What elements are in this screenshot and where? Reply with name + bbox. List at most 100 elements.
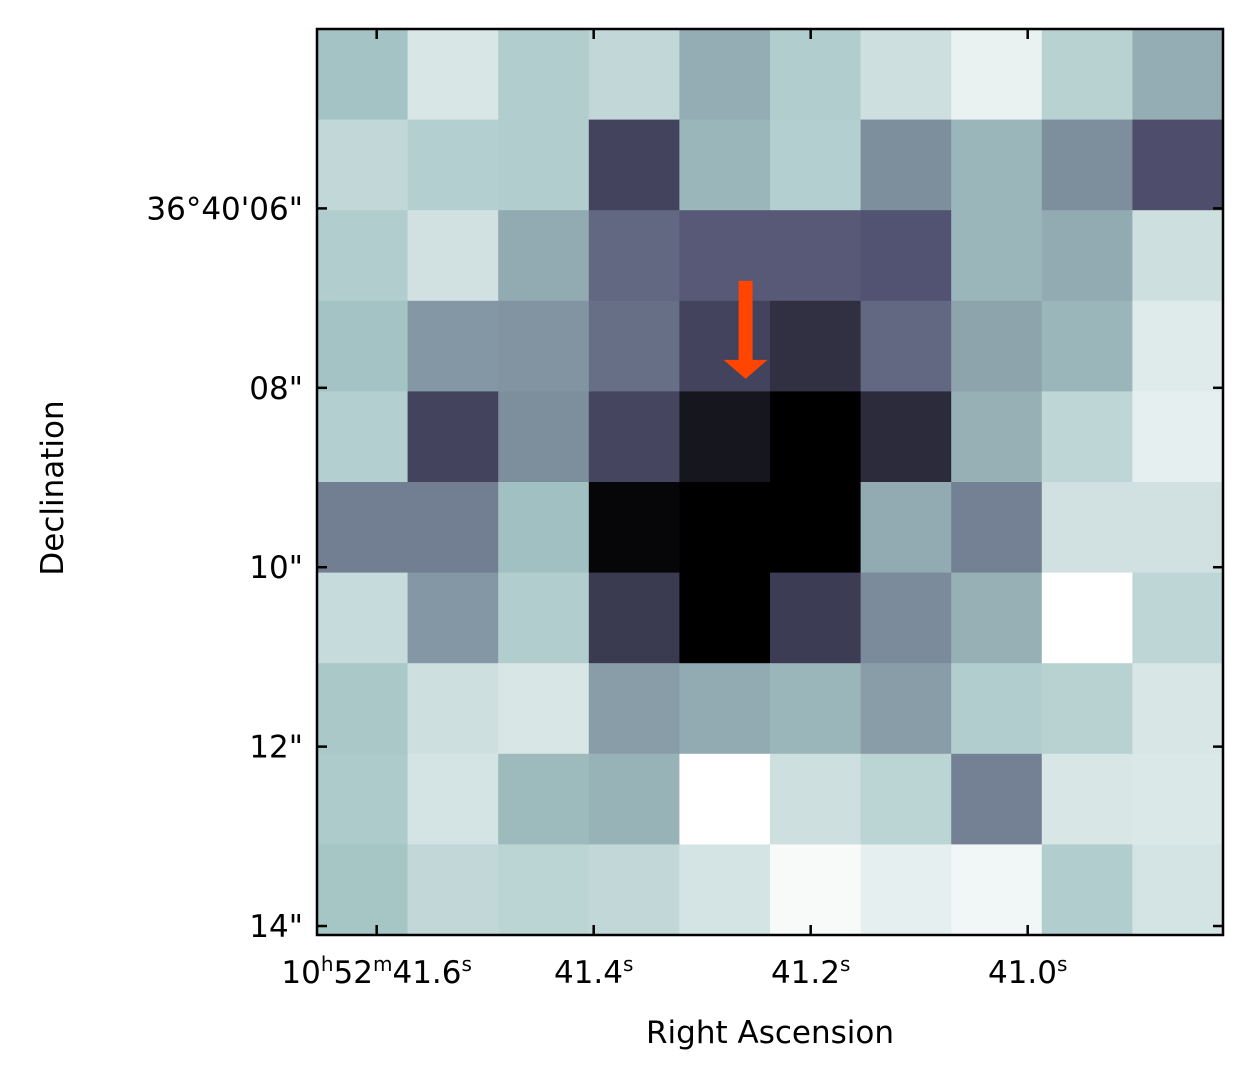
x-axis-label: Right Ascension [646,1015,894,1051]
heatmap-cell [679,210,771,302]
tick-labels: 10h52m41.6s 41.4s 41.2s 41.0s 36°40'06" 08" 10… [146,191,1067,991]
heatmap-cell [860,753,952,845]
heatmap-cell [860,300,952,392]
heatmap-cell [1132,844,1224,936]
heatmap-cell [317,844,409,936]
heatmap-cell [498,572,590,664]
heatmap-cell [770,391,862,483]
heatmap-cell [770,119,862,211]
heatmap-cell [1041,300,1133,392]
heatmap-cell [588,753,680,845]
heatmap-cell [317,572,409,664]
heatmap-cell [1132,663,1224,755]
heatmap-cell [860,210,952,302]
heatmap-cell [1132,210,1224,302]
heatmap-cell [588,300,680,392]
heatmap-cell [1132,300,1224,392]
heatmap-cell [588,210,680,302]
heatmap-cell [951,119,1043,211]
heatmap-cell [1041,753,1133,845]
heatmap-cell [860,119,952,211]
heatmap-cell [588,844,680,936]
heatmap-cell [860,482,952,574]
heatmap-cell [317,210,409,302]
heatmap-cell [317,663,409,755]
y-tick-label: 08" [249,371,303,407]
heatmap-cell [407,210,499,302]
heatmap-cell [860,663,952,755]
heatmap-cell [860,844,952,936]
plot-frame [315,27,1225,937]
heatmap-cell [770,29,862,121]
heatmap-cell [498,29,590,121]
heatmap-cell [679,663,771,755]
heatmap-cell [1041,572,1133,664]
heatmap-cell [679,119,771,211]
heatmap-cell [679,29,771,121]
heatmap-cell [407,844,499,936]
x-tick-label: 10h52m41.6s [281,952,472,991]
heatmap-cell [317,300,409,392]
heatmap-cell [1041,119,1133,211]
heatmap-cell [860,572,952,664]
arrow-shaft [738,280,753,363]
heatmap-cell [407,391,499,483]
heatmap-cell [407,753,499,845]
heatmap-cell [770,844,862,936]
heatmap-cell [498,119,590,211]
y-tick-label: 12" [249,730,303,766]
heatmap-cell [951,572,1043,664]
heatmap-cell [1041,29,1133,121]
heatmap-cell [1041,482,1133,574]
heatmap-cells [317,29,1224,936]
heatmap-cell [498,482,590,574]
heatmap-cell [1132,391,1224,483]
heatmap-cell [498,663,590,755]
heatmap-cell [317,29,409,121]
heatmap-cell [770,663,862,755]
heatmap-cell [407,119,499,211]
heatmap-cell [679,391,771,483]
heatmap-cell [679,753,771,845]
heatmap-cell [860,391,952,483]
heatmap-cell [1132,753,1224,845]
heatmap-cell [407,29,499,121]
heatmap-cell [407,300,499,392]
heatmap-cell [407,663,499,755]
y-axis-label: Declination [35,400,71,575]
heatmap-cell [588,391,680,483]
heatmap-cell [1041,210,1133,302]
heatmap-cell [770,300,862,392]
heatmap-cell [770,210,862,302]
heatmap-cell [498,300,590,392]
heatmap-cell [1132,482,1224,574]
y-tick-label: 14" [249,909,303,945]
heatmap-cell [951,300,1043,392]
heatmap-cell [498,753,590,845]
axis-ticks [317,29,1223,935]
heatmap-cell [588,572,680,664]
heatmap-cell [860,29,952,121]
heatmap-cell [588,119,680,211]
y-tick-label: 36°40'06" [146,191,303,227]
heatmap-cell [951,663,1043,755]
heatmap-cell [317,482,409,574]
arrow-head [723,359,768,379]
heatmap-cell [951,753,1043,845]
heatmap-cell [679,482,771,574]
heatmap-cell [498,391,590,483]
heatmap-cell [317,391,409,483]
x-tick-label: 41.4s [554,952,633,991]
heatmap-cell [498,844,590,936]
heatmap-cell [317,119,409,211]
heatmap-cell [317,753,409,845]
heatmap-cell [951,29,1043,121]
heatmap-cell [588,482,680,574]
heatmap-cell [407,572,499,664]
heatmap-cell [770,753,862,845]
x-tick-label: 41.0s [988,952,1067,991]
heatmap-cell [951,482,1043,574]
heatmap-cell [1132,572,1224,664]
heatmap-cell [1041,391,1133,483]
